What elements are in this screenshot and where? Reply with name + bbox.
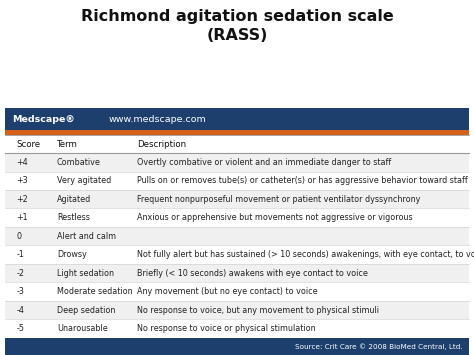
- Text: Source: Crit Care © 2008 BioMed Central, Ltd.: Source: Crit Care © 2008 BioMed Central,…: [294, 343, 462, 350]
- Text: -2: -2: [17, 269, 25, 278]
- Bar: [5, 190, 469, 208]
- Text: Anxious or apprehensive but movements not aggressive or vigorous: Anxious or apprehensive but movements no…: [137, 213, 413, 222]
- Bar: [5, 108, 469, 130]
- Text: Any movement (but no eye contact) to voice: Any movement (but no eye contact) to voi…: [137, 287, 318, 296]
- Text: No response to voice or physical stimulation: No response to voice or physical stimula…: [137, 324, 316, 333]
- Bar: [5, 227, 469, 246]
- Bar: [5, 301, 469, 320]
- Text: Score: Score: [17, 140, 41, 149]
- Text: +4: +4: [17, 158, 28, 167]
- Bar: [5, 246, 469, 264]
- Text: -5: -5: [17, 324, 25, 333]
- Text: Description: Description: [137, 140, 187, 149]
- Text: +3: +3: [17, 176, 28, 185]
- Text: Deep sedation: Deep sedation: [57, 306, 115, 315]
- Text: Combative: Combative: [57, 158, 101, 167]
- Text: Drowsy: Drowsy: [57, 250, 87, 259]
- Text: No response to voice, but any movement to physical stimuli: No response to voice, but any movement t…: [137, 306, 380, 315]
- Bar: [5, 208, 469, 227]
- Text: +2: +2: [17, 195, 28, 204]
- Text: -1: -1: [17, 250, 25, 259]
- Text: Very agitated: Very agitated: [57, 176, 111, 185]
- Bar: [5, 153, 469, 171]
- Text: Term: Term: [57, 140, 78, 149]
- Text: Not fully alert but has sustained (> 10 seconds) awakenings, with eye contact, t: Not fully alert but has sustained (> 10 …: [137, 250, 474, 259]
- Text: Moderate sedation: Moderate sedation: [57, 287, 133, 296]
- Text: Richmond agitation sedation scale
(RASS): Richmond agitation sedation scale (RASS): [81, 9, 393, 43]
- Text: Agitated: Agitated: [57, 195, 91, 204]
- Text: Medscape®: Medscape®: [12, 115, 75, 124]
- Text: +1: +1: [17, 213, 28, 222]
- Text: -4: -4: [17, 306, 25, 315]
- Text: www.medscape.com: www.medscape.com: [109, 115, 207, 124]
- Text: Restless: Restless: [57, 213, 90, 222]
- Text: Pulls on or removes tube(s) or catheter(s) or has aggressive behavior toward sta: Pulls on or removes tube(s) or catheter(…: [137, 176, 468, 185]
- Bar: [5, 135, 469, 153]
- Text: Briefly (< 10 seconds) awakens with eye contact to voice: Briefly (< 10 seconds) awakens with eye …: [137, 269, 368, 278]
- Text: Overtly combative or violent and an immediate danger to staff: Overtly combative or violent and an imme…: [137, 158, 392, 167]
- Bar: [5, 320, 469, 338]
- Text: -3: -3: [17, 287, 25, 296]
- Bar: [5, 283, 469, 301]
- Text: Light sedation: Light sedation: [57, 269, 114, 278]
- Text: Unarousable: Unarousable: [57, 324, 108, 333]
- Bar: [5, 130, 469, 135]
- Bar: [5, 171, 469, 190]
- Text: Frequent nonpurposeful movement or patient ventilator dyssynchrony: Frequent nonpurposeful movement or patie…: [137, 195, 421, 204]
- Text: Alert and calm: Alert and calm: [57, 232, 116, 241]
- Text: 0: 0: [17, 232, 22, 241]
- Bar: [5, 338, 469, 355]
- Bar: [5, 264, 469, 283]
